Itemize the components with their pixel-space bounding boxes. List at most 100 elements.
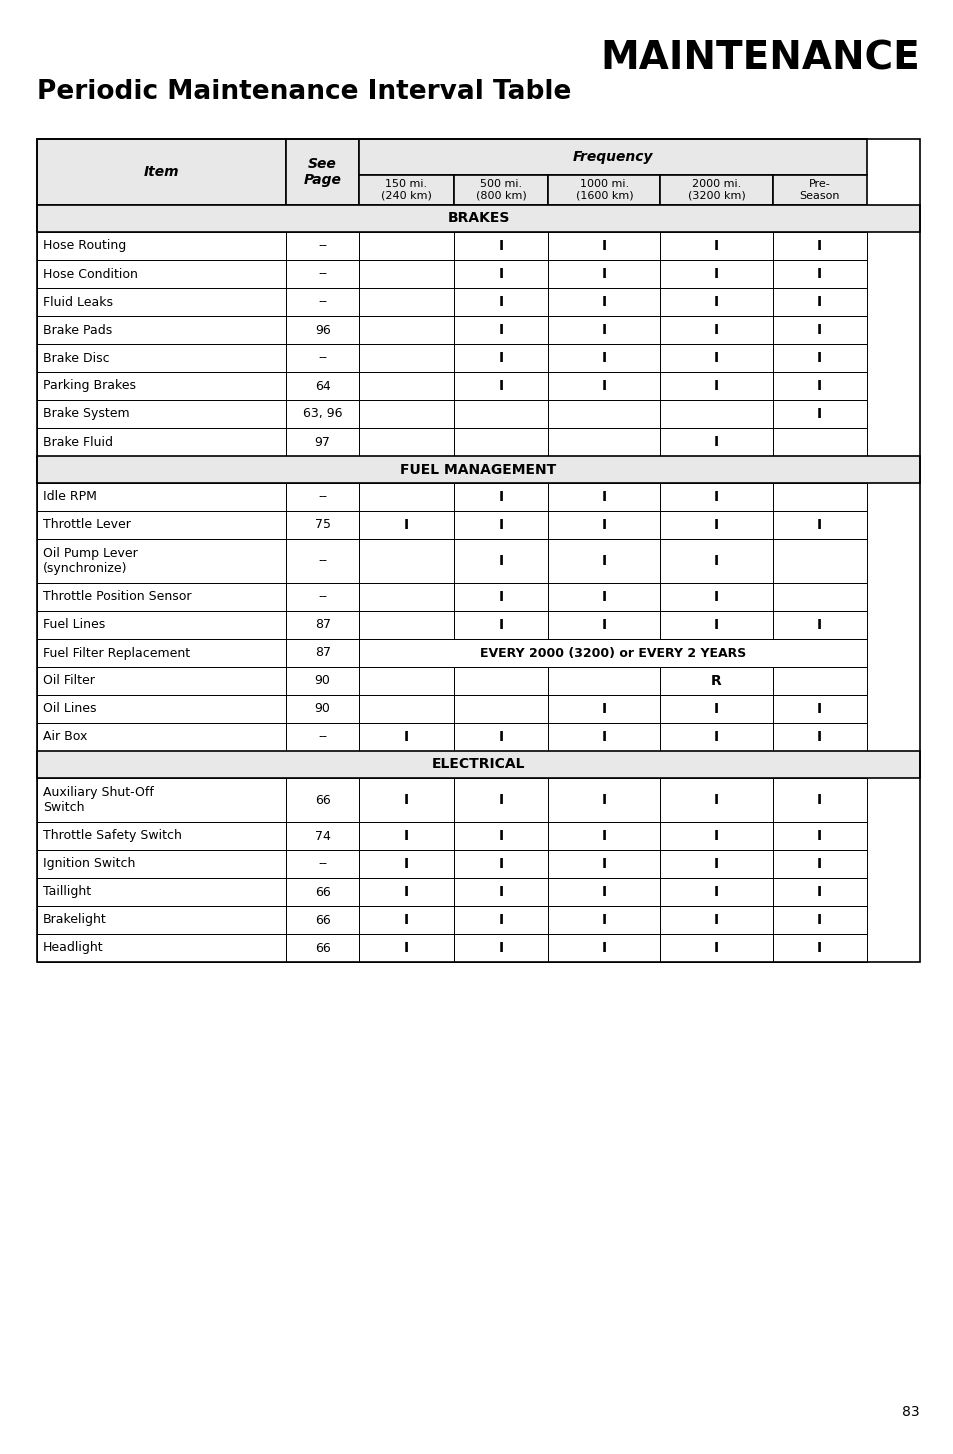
Bar (37, 140, 286, 205)
Text: I: I (497, 518, 503, 532)
Bar (454, 539, 548, 583)
Bar (548, 667, 659, 695)
Text: I: I (817, 407, 821, 422)
Bar (37, 906, 286, 933)
Text: 75: 75 (314, 519, 331, 532)
Bar (772, 933, 866, 963)
Bar (286, 140, 359, 205)
Bar (37, 638, 286, 667)
Text: I: I (713, 913, 719, 928)
Text: Oil Lines: Oil Lines (43, 702, 96, 715)
Text: I: I (817, 913, 821, 928)
Bar (37, 778, 286, 822)
Bar (659, 611, 772, 638)
Text: --: -- (317, 730, 327, 743)
Bar (37, 667, 286, 695)
Text: I: I (601, 379, 606, 393)
Bar (286, 483, 359, 510)
Text: I: I (601, 941, 606, 955)
Bar (659, 851, 772, 878)
Bar (286, 851, 359, 878)
Text: 97: 97 (314, 436, 331, 448)
Text: Oil Filter: Oil Filter (43, 675, 94, 688)
Bar (286, 667, 359, 695)
Bar (548, 233, 659, 260)
Bar (548, 539, 659, 583)
Text: I: I (713, 350, 719, 365)
Text: EVERY 2000 (3200) or EVERY 2 YEARS: EVERY 2000 (3200) or EVERY 2 YEARS (479, 647, 745, 660)
Bar (772, 510, 866, 539)
Bar (359, 723, 454, 752)
Bar (37, 539, 286, 583)
Text: --: -- (317, 295, 327, 308)
Text: I: I (713, 730, 719, 744)
Text: ELECTRICAL: ELECTRICAL (432, 758, 525, 772)
Text: Air Box: Air Box (43, 730, 88, 743)
Bar (359, 851, 454, 878)
Text: I: I (817, 350, 821, 365)
Text: Periodic Maintenance Interval Table: Periodic Maintenance Interval Table (37, 79, 571, 105)
Text: 90: 90 (314, 675, 331, 688)
Bar (454, 583, 548, 611)
Bar (454, 288, 548, 316)
Bar (659, 695, 772, 723)
Bar (659, 778, 772, 822)
Text: Fuel Filter Replacement: Fuel Filter Replacement (43, 647, 190, 660)
Bar (359, 288, 454, 316)
Text: Throttle Safety Switch: Throttle Safety Switch (43, 829, 182, 842)
Bar (359, 822, 454, 851)
Bar (454, 822, 548, 851)
Text: I: I (817, 323, 821, 337)
Text: FUEL MANAGEMENT: FUEL MANAGEMENT (400, 462, 556, 477)
Text: I: I (403, 518, 409, 532)
Bar (772, 851, 866, 878)
Text: I: I (713, 941, 719, 955)
Bar (454, 260, 548, 288)
Bar (286, 260, 359, 288)
Bar (286, 878, 359, 906)
Text: 63, 96: 63, 96 (303, 407, 342, 420)
Bar (37, 822, 286, 851)
Text: 96: 96 (314, 323, 330, 336)
Bar (454, 695, 548, 723)
Bar (286, 611, 359, 638)
Text: I: I (817, 702, 821, 715)
Bar (359, 878, 454, 906)
Text: I: I (713, 518, 719, 532)
Text: --: -- (317, 554, 327, 567)
Bar (37, 260, 286, 288)
Bar (454, 233, 548, 260)
Bar (286, 695, 359, 723)
Text: Ignition Switch: Ignition Switch (43, 858, 135, 871)
Text: Fuel Lines: Fuel Lines (43, 618, 105, 631)
Text: I: I (601, 323, 606, 337)
Bar (37, 372, 286, 400)
Text: Brake Pads: Brake Pads (43, 323, 112, 336)
Text: I: I (497, 730, 503, 744)
Bar (548, 611, 659, 638)
Text: I: I (713, 323, 719, 337)
Bar (359, 933, 454, 963)
Bar (548, 260, 659, 288)
Bar (286, 778, 359, 822)
Text: 66: 66 (314, 885, 330, 899)
Bar (659, 906, 772, 933)
Bar (359, 695, 454, 723)
Bar (659, 233, 772, 260)
Text: --: -- (317, 490, 327, 503)
Text: See
Page: See Page (303, 157, 341, 188)
Text: I: I (817, 268, 821, 281)
Bar (37, 752, 919, 778)
Text: I: I (497, 941, 503, 955)
Bar (359, 778, 454, 822)
Bar (772, 611, 866, 638)
Text: I: I (713, 885, 719, 899)
Bar (359, 316, 454, 345)
Bar (548, 906, 659, 933)
Bar (359, 260, 454, 288)
Bar (548, 822, 659, 851)
Text: I: I (713, 829, 719, 843)
Bar (772, 822, 866, 851)
Bar (454, 611, 548, 638)
Text: I: I (497, 490, 503, 505)
